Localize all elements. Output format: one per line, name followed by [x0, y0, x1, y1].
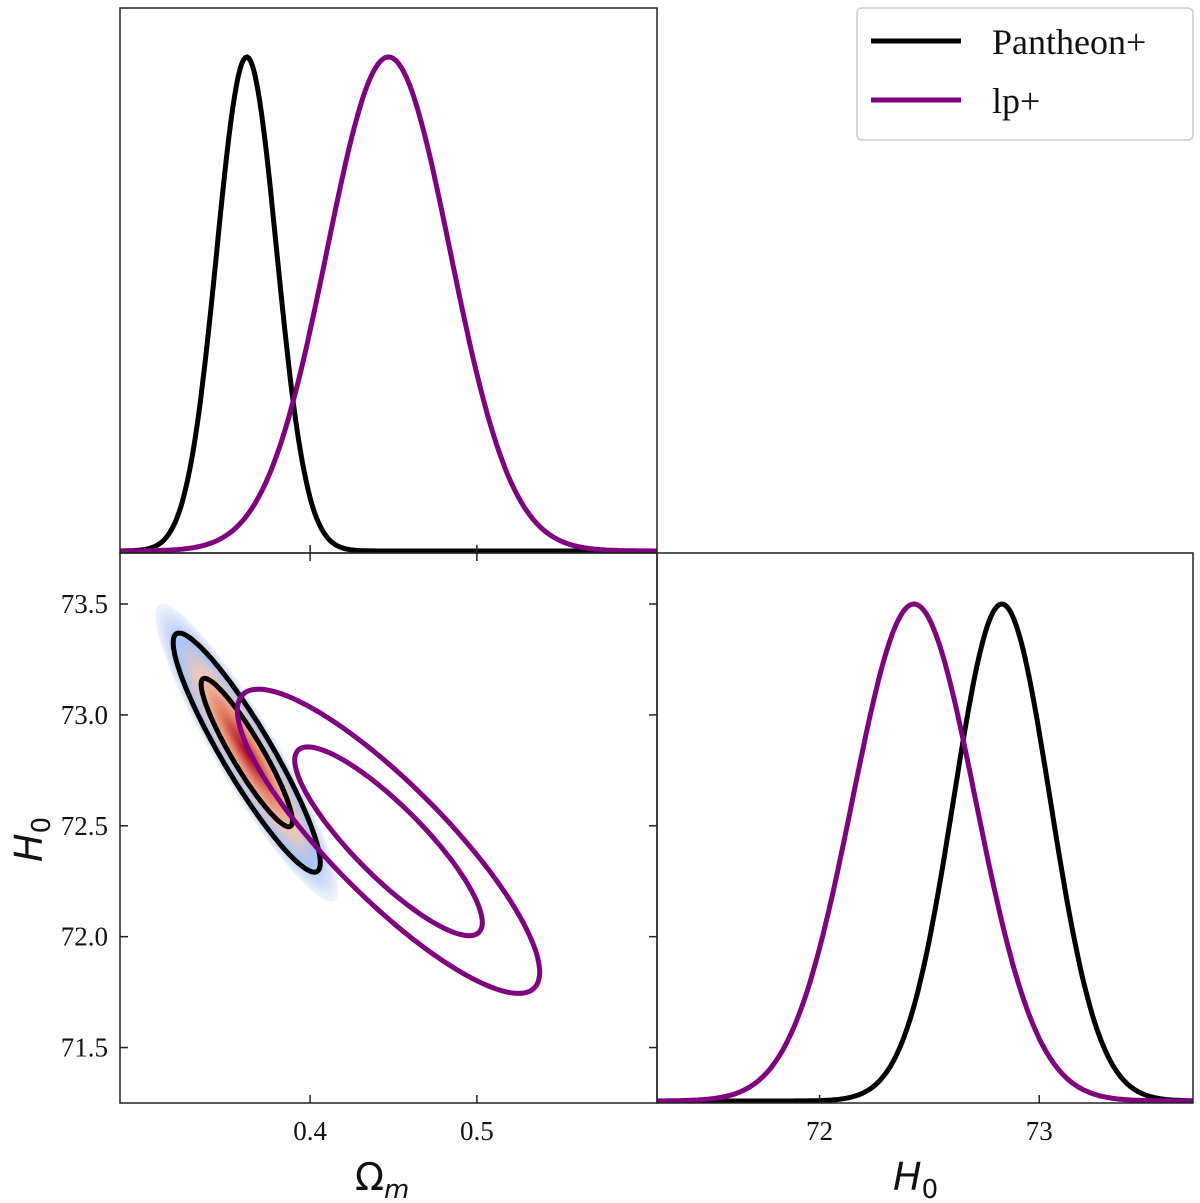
- tick-label-om: 0.4: [293, 1116, 327, 1146]
- legend: Pantheon+ lp+: [856, 7, 1194, 141]
- tick-label-h0-marginal: 73: [1026, 1116, 1053, 1146]
- legend-label-pantheon: Pantheon+: [992, 22, 1146, 62]
- contour-pantheon-68%: [198, 675, 295, 830]
- marginal-h0-pantheon: [657, 601, 1193, 1104]
- marginal-om-pantheon: [120, 54, 657, 554]
- tick-label-om: 0.5: [460, 1116, 494, 1146]
- tick-label-h0: 72.5: [61, 811, 108, 841]
- contour-pantheon-95%: [170, 630, 323, 875]
- legend-label-lp: lp+: [992, 81, 1040, 121]
- tick-label-h0: 72.0: [61, 922, 108, 952]
- x-axis-label-h0: H0: [893, 1155, 938, 1203]
- panel-frames: [119, 7, 1194, 1104]
- tick-label-h0-marginal: 72: [806, 1116, 833, 1146]
- ticks: 0.4 0.5 71.5 72.0 72.5 73.0 73.5 72 73: [61, 545, 1053, 1146]
- tick-label-h0: 73.0: [61, 700, 108, 730]
- curves: [120, 54, 1193, 1104]
- marginal-om-lp: [120, 54, 657, 554]
- contour-lp-95%: [234, 686, 543, 996]
- pantheon-density-fill: [155, 603, 339, 902]
- tick-label-h0: 71.5: [61, 1033, 108, 1063]
- panel-frame-bottom-right: [656, 552, 1194, 1104]
- contour-lp-68%: [292, 744, 485, 939]
- y-axis-label-h0: H0: [7, 817, 57, 862]
- x-axis-label-om: Ωm: [355, 1155, 409, 1203]
- density-level: [243, 746, 251, 759]
- marginal-h0-lp: [657, 601, 1193, 1104]
- panel-frame-top-left: [119, 7, 658, 554]
- tick-label-h0: 73.5: [61, 589, 108, 619]
